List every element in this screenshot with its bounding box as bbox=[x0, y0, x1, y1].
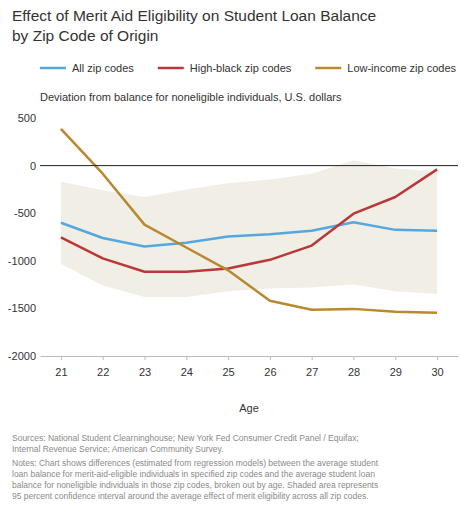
x-tick: 21 bbox=[55, 356, 67, 378]
x-tick-label: 21 bbox=[55, 366, 67, 378]
x-tick-label: 29 bbox=[390, 366, 402, 378]
x-tick: 25 bbox=[222, 356, 234, 378]
legend-swatch bbox=[158, 67, 184, 70]
x-tick-label: 28 bbox=[348, 366, 360, 378]
x-tick-mark bbox=[103, 356, 104, 360]
x-tick-mark bbox=[61, 356, 62, 360]
source-text: Sources: National Student Clearninghouse… bbox=[12, 433, 359, 443]
series-line bbox=[61, 129, 437, 313]
plot-area bbox=[61, 129, 437, 313]
series-line bbox=[61, 222, 437, 246]
y-tick-label: -2000 bbox=[8, 350, 36, 362]
x-tick: 26 bbox=[264, 356, 276, 378]
x-tick-mark bbox=[270, 356, 271, 360]
x-tick-mark bbox=[228, 356, 229, 360]
zero-line bbox=[40, 165, 458, 166]
x-tick-mark bbox=[354, 356, 355, 360]
y-tick-label: -500 bbox=[14, 207, 36, 219]
x-tick-label: 22 bbox=[97, 366, 109, 378]
legend-swatch bbox=[40, 67, 66, 70]
y-tick-label: -1000 bbox=[8, 255, 36, 267]
x-axis: 21 22 23 24 25 26 27 28 29 30 bbox=[41, 356, 459, 378]
note-text: loan balance for merit-aid-eligible indi… bbox=[12, 469, 375, 479]
title: Effect of Merit Aid Eligibility on Stude… bbox=[12, 7, 376, 24]
y-axis: -2000 -1500 -1000 -500 0 500 bbox=[8, 112, 41, 362]
x-tick-label: 30 bbox=[431, 366, 443, 378]
x-tick-label: 24 bbox=[181, 366, 193, 378]
x-tick-label: 27 bbox=[306, 366, 318, 378]
x-tick: 29 bbox=[390, 356, 402, 378]
x-tick: 23 bbox=[139, 356, 151, 378]
title: by Zip Code of Origin bbox=[12, 27, 158, 44]
note-text: Notes: Chart shows differences (estimate… bbox=[12, 458, 379, 468]
y-axis-line bbox=[40, 119, 41, 357]
subtitle: Deviation from balance for noneligible i… bbox=[40, 91, 342, 103]
x-tick-mark bbox=[312, 356, 313, 360]
y-tick-label: 0 bbox=[30, 160, 36, 172]
y-tick: 0 bbox=[30, 160, 40, 172]
x-tick: 24 bbox=[181, 356, 193, 378]
note-text: balance for noneligible individuals in t… bbox=[12, 480, 378, 490]
x-tick: 30 bbox=[431, 356, 443, 378]
y-tick: 500 bbox=[18, 112, 40, 124]
y-tick: -500 bbox=[14, 207, 40, 219]
x-axis-title: Age bbox=[239, 402, 259, 414]
legend-swatch bbox=[315, 67, 341, 70]
x-tick-mark bbox=[186, 356, 187, 360]
x-tick: 28 bbox=[348, 356, 360, 378]
x-tick: 27 bbox=[306, 356, 318, 378]
x-tick-label: 25 bbox=[222, 366, 234, 378]
legend-label: Low-income zip codes bbox=[347, 62, 456, 74]
legend-label: High-black zip codes bbox=[190, 62, 292, 74]
note-text: 95 percent confidence interval around th… bbox=[12, 491, 369, 501]
y-tick-label: -1500 bbox=[8, 302, 36, 314]
x-tick-mark bbox=[437, 356, 438, 360]
x-tick: 22 bbox=[97, 356, 109, 378]
x-tick-mark bbox=[395, 356, 396, 360]
x-tick-label: 26 bbox=[264, 366, 276, 378]
series-line bbox=[61, 169, 437, 271]
y-tick: -2000 bbox=[8, 350, 40, 362]
source-text: Internal Revenue Service; American Commu… bbox=[12, 444, 224, 454]
chart: Effect of Merit Aid Eligibility on Stude… bbox=[0, 0, 460, 505]
legend-label: All zip codes bbox=[72, 62, 134, 74]
x-tick-mark bbox=[145, 356, 146, 360]
confidence-band bbox=[61, 160, 437, 297]
y-tick-label: 500 bbox=[18, 112, 36, 124]
y-tick: -1000 bbox=[8, 255, 40, 267]
x-tick-label: 23 bbox=[139, 366, 151, 378]
y-tick: -1500 bbox=[8, 302, 40, 314]
